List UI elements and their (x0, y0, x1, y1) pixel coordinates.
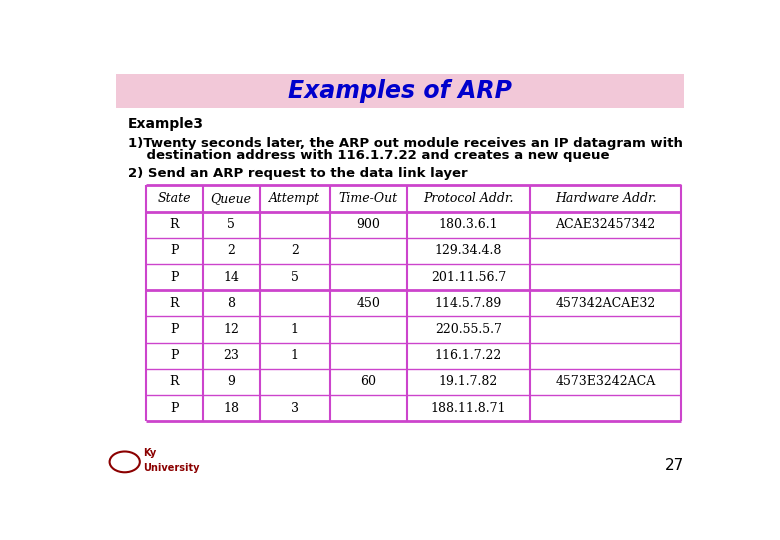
Text: Example3: Example3 (128, 117, 204, 131)
Text: P: P (170, 402, 179, 415)
Text: 60: 60 (360, 375, 376, 388)
Text: 19.1.7.82: 19.1.7.82 (439, 375, 498, 388)
Text: 114.5.7.89: 114.5.7.89 (435, 297, 502, 310)
Text: R: R (169, 375, 179, 388)
Text: 12: 12 (223, 323, 239, 336)
Text: 1: 1 (291, 349, 299, 362)
Text: P: P (170, 245, 179, 258)
Text: Time-Out: Time-Out (339, 192, 398, 205)
Text: 18: 18 (223, 402, 239, 415)
Text: 2: 2 (291, 245, 299, 258)
Text: 116.1.7.22: 116.1.7.22 (435, 349, 502, 362)
Text: 457342ACAE32: 457342ACAE32 (555, 297, 656, 310)
Text: 27: 27 (665, 458, 684, 473)
Bar (146, 185, 681, 421)
Text: 220.55.5.7: 220.55.5.7 (435, 323, 502, 336)
Text: 14: 14 (223, 271, 239, 284)
Text: 129.34.4.8: 129.34.4.8 (434, 245, 502, 258)
Text: Ky: Ky (143, 448, 156, 458)
Text: R: R (169, 218, 179, 231)
Text: 5: 5 (227, 218, 235, 231)
Text: 23: 23 (223, 349, 239, 362)
Text: R: R (169, 297, 179, 310)
Text: 180.3.6.1: 180.3.6.1 (438, 218, 498, 231)
Text: P: P (170, 349, 179, 362)
Text: Examples of ARP: Examples of ARP (288, 79, 512, 104)
Text: 450: 450 (356, 297, 380, 310)
Text: 9: 9 (227, 375, 235, 388)
Text: 5: 5 (291, 271, 299, 284)
Text: 1)Twenty seconds later, the ARP out module receives an IP datagram with: 1)Twenty seconds later, the ARP out modu… (128, 137, 682, 150)
Text: Queue: Queue (211, 192, 252, 205)
Text: Attempt: Attempt (269, 192, 320, 205)
Text: 8: 8 (227, 297, 235, 310)
Text: University: University (143, 463, 200, 473)
Bar (115, 75, 684, 109)
Text: P: P (170, 323, 179, 336)
Text: 201.11.56.7: 201.11.56.7 (431, 271, 506, 284)
Text: 900: 900 (356, 218, 380, 231)
Text: 2: 2 (227, 245, 235, 258)
Text: Protocol Addr.: Protocol Addr. (424, 192, 514, 205)
Text: Hardware Addr.: Hardware Addr. (555, 192, 657, 205)
Text: P: P (170, 271, 179, 284)
Text: State: State (158, 192, 191, 205)
Text: destination address with 116.1.7.22 and creates a new queue: destination address with 116.1.7.22 and … (128, 149, 609, 162)
Text: 4573E3242ACA: 4573E3242ACA (555, 375, 656, 388)
Text: 3: 3 (291, 402, 299, 415)
Text: ACAE32457342: ACAE32457342 (555, 218, 656, 231)
Text: 1: 1 (291, 323, 299, 336)
Text: 2) Send an ARP request to the data link layer: 2) Send an ARP request to the data link … (128, 167, 467, 180)
Text: 188.11.8.71: 188.11.8.71 (431, 402, 506, 415)
